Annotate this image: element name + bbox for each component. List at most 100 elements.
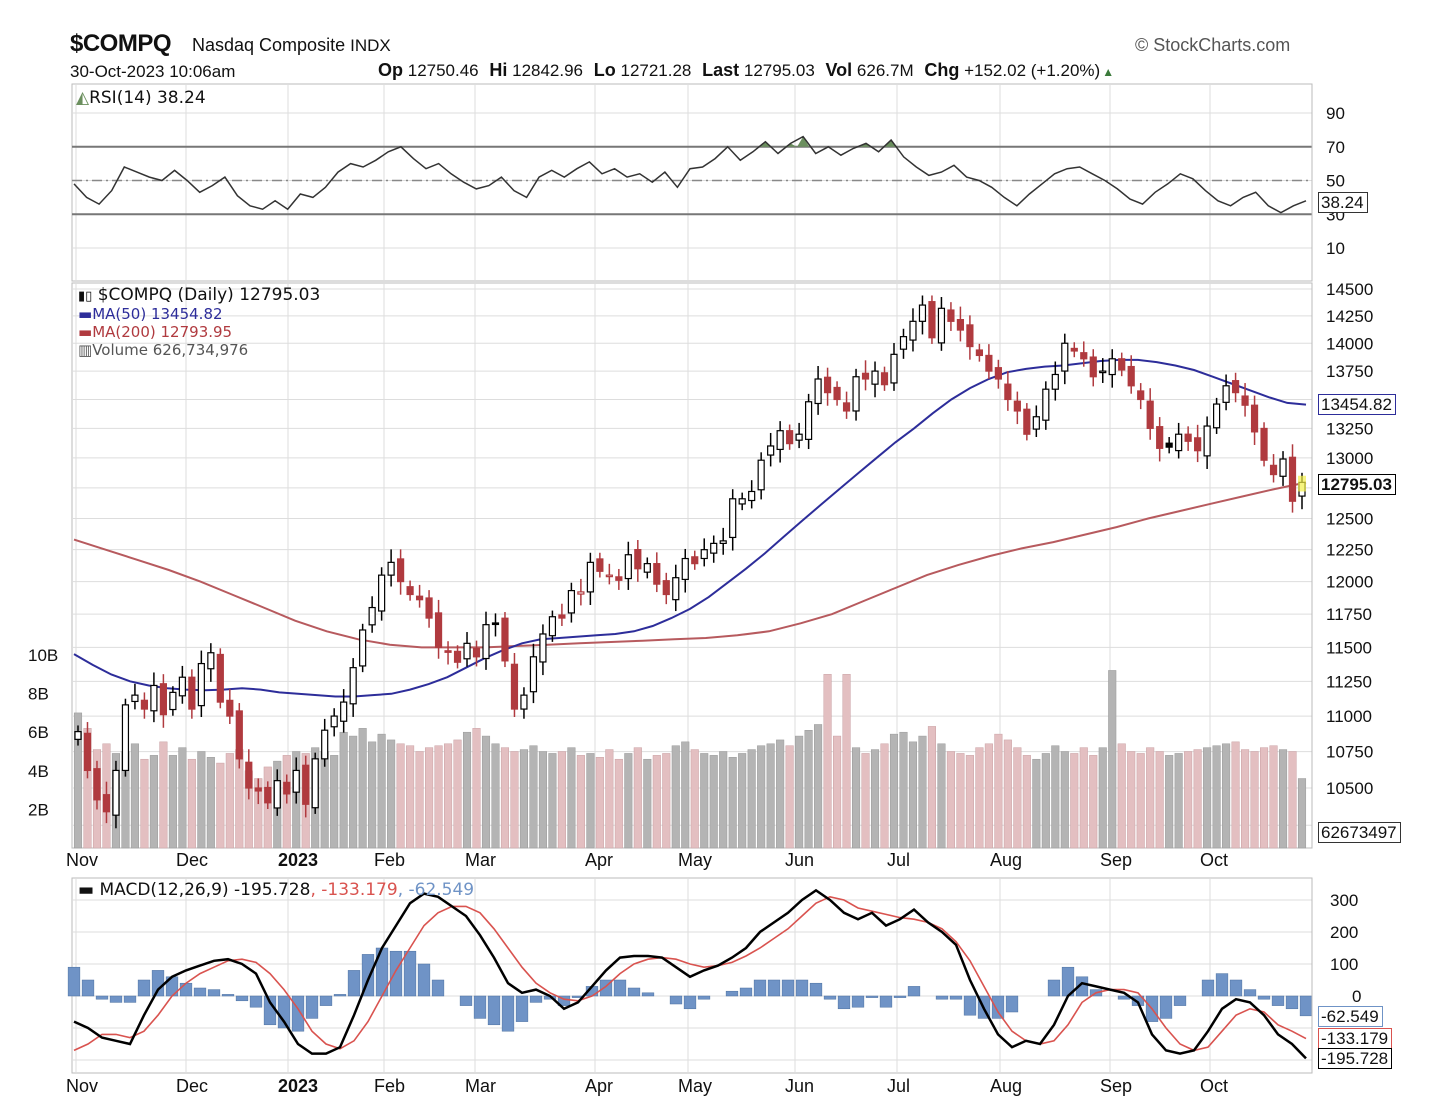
price-tick-label: 13250 [1326,419,1373,438]
macd-histogram-bar [81,979,95,997]
copyright-link[interactable]: © StockCharts.com [1135,35,1291,55]
volume-bar [1203,747,1212,849]
ma50-line [73,358,1307,698]
volume-bar [206,757,215,849]
volume-bar [1250,751,1259,849]
macd-histogram-bar [473,995,487,1019]
x-tick-label: Apr [585,850,613,870]
volume-legend-item: ▥Volume 626,734,976 [78,341,320,359]
rsi-tick-label: 70 [1326,138,1345,157]
x-tick-label: May [678,850,712,870]
macd-histogram-bar [823,995,837,1000]
volume-bar [406,745,415,849]
volume-bar [216,762,225,849]
price-legend: ▮▯ $COMPQ (Daily) 12795.03 ▬MA(50) 13454… [78,285,320,359]
x-tick-label: Nov [66,850,98,870]
candle-body [539,633,547,663]
ma200-legend-value: 12793.95 [160,323,233,341]
candle-body [928,301,936,339]
candle-body [700,549,708,560]
macd-histogram-bar [305,995,319,1019]
candle-body [159,683,167,716]
macd-histogram-bar [669,995,683,1005]
candle-body [283,781,291,795]
x-tick-label: Dec [176,850,208,870]
macd-histogram-bar [893,995,907,998]
volume-bar [624,753,633,849]
gridlines [72,84,1312,1073]
symbol-title: $COMPQ [70,30,172,57]
vol-value: 626.7M [856,61,914,80]
x-tick-label: 2023 [278,1076,318,1096]
volume-bar [491,743,500,849]
macd-histogram-bar [1215,973,1229,997]
candle-body [1156,426,1164,449]
candle-body [691,556,699,565]
candle-body [937,307,946,344]
rsi-icon: ◭ [76,88,90,108]
candle-body [909,320,917,341]
volume-bar [652,755,661,849]
volume-bar [358,728,367,849]
macd-histogram-bar [1075,976,1089,997]
candle-body [1260,427,1268,461]
volume-bar [709,755,718,849]
macd-histogram-bar [459,995,473,1006]
volume-bar [994,733,1003,849]
volume-bar [567,747,576,849]
volume-bar [472,728,481,849]
volume-bar [757,745,766,849]
candle-body [596,558,604,572]
volume-bar [387,739,396,849]
candle-body [852,376,860,412]
candle-body [463,642,471,660]
macd-histogram-bar [403,950,417,997]
volume-bar [643,758,652,849]
macd-histogram-bar [515,995,529,1022]
candle-body [368,606,376,626]
volume-bar [453,739,462,849]
volume-bar [130,743,139,849]
macd-histogram-bar [753,979,767,997]
volume-bar [396,743,405,849]
volume-bar [576,755,585,849]
macd-histogram-bar [1243,989,1257,997]
volume-bar [586,753,595,849]
volume-bar [700,753,709,849]
candle-body [1269,464,1278,476]
macd-histogram-bar [1173,995,1187,1006]
volume-bars-icon: ▥ [78,341,93,359]
macd-histogram-bar [879,995,893,1008]
candle-body [188,676,196,710]
candle-body [501,617,509,662]
macd-histogram-bar [95,995,109,1000]
candle-body [482,624,490,660]
candle-body [1203,425,1211,457]
macd-line-icon: ▬ [78,880,95,900]
candle-body [805,401,813,440]
volume-bar [197,751,206,849]
macd-histogram-bar [417,963,431,997]
volume-bar [415,751,424,849]
ma200-legend-name: MA(200) [92,323,156,341]
price-tick-label: 13000 [1326,449,1373,468]
volume-bar [225,753,234,849]
volume-bar [149,755,158,849]
up-triangle-icon: ▲ [1102,65,1115,79]
volume-bar [1269,745,1278,849]
volume-bar [795,735,804,849]
candle-body [738,498,746,505]
candle-body [434,612,443,648]
candle-body [254,787,262,792]
x-tick-label: Oct [1200,850,1228,870]
candle-body [833,386,841,401]
volume-bar [140,758,149,849]
candle-body [140,699,149,710]
candle-body [1165,442,1173,448]
macd-histogram-bar [249,995,263,1008]
volume-bar [1022,755,1031,849]
last-candle-highlight [1298,475,1306,492]
macd-histogram-bar [137,979,151,997]
volume-bar [614,758,623,849]
